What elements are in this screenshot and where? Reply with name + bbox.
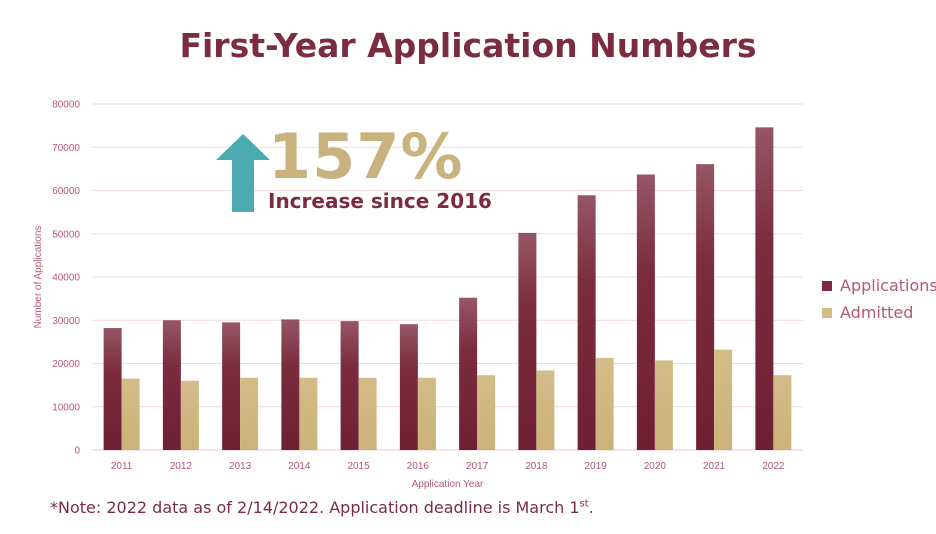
bar-applications-2012: [162, 320, 181, 450]
legend-swatch-applications: [822, 280, 832, 291]
bar-admitted-2013: [240, 377, 259, 450]
x-tick-label: 2018: [525, 461, 548, 472]
bar-applications-2018: [518, 232, 537, 450]
bar-admitted-2012: [180, 380, 199, 450]
bar-admitted-2019: [595, 357, 614, 450]
up-arrow-icon: [216, 134, 270, 212]
footnote-end: .: [588, 498, 594, 517]
bar-admitted-2020: [654, 360, 673, 450]
x-tick-label: 2014: [288, 461, 311, 472]
x-tick-label: 2011: [111, 461, 133, 472]
bar-applications-2015: [340, 321, 359, 450]
x-tick-label: 2013: [229, 461, 252, 472]
bar-applications-2019: [577, 195, 596, 450]
x-tick-label: 2021: [703, 461, 726, 472]
legend: Applications Admitted: [822, 272, 936, 326]
footnote-superscript: st: [579, 498, 589, 510]
x-tick-label: 2012: [170, 461, 193, 472]
x-tick-label: 2017: [466, 461, 489, 472]
bar-applications-2020: [636, 174, 655, 450]
bar-applications-2013: [222, 322, 241, 450]
bar-admitted-2015: [358, 377, 377, 450]
bar-admitted-2018: [536, 370, 555, 450]
bar-applications-2021: [696, 164, 715, 450]
bar-admitted-2011: [121, 378, 140, 450]
footnote: *Note: 2022 data as of 2/14/2022. Applic…: [50, 498, 594, 517]
increase-caption: Increase since 2016: [268, 189, 492, 213]
chart-title: First-Year Application Numbers: [179, 26, 757, 65]
y-axis-label: Number of Applications: [33, 226, 44, 329]
y-tick-label: 30000: [52, 316, 80, 327]
x-tick-label: 2016: [407, 461, 430, 472]
legend-item-admitted: Admitted: [822, 299, 936, 326]
bar-admitted-2022: [773, 375, 792, 450]
y-tick-label: 20000: [52, 359, 80, 370]
x-tick-label: 2019: [585, 461, 608, 472]
y-tick-label: 50000: [52, 229, 80, 240]
bar-applications-2022: [755, 127, 774, 450]
bar-applications-2011: [103, 328, 122, 450]
legend-label-admitted: Admitted: [840, 303, 914, 322]
y-tick-label: 60000: [52, 186, 80, 197]
y-tick-label: 70000: [52, 143, 80, 154]
y-tick-label: 10000: [52, 402, 80, 413]
legend-swatch-admitted: [822, 307, 832, 318]
bar-applications-2016: [399, 324, 418, 450]
increase-percent: 157%: [268, 120, 464, 193]
x-axis-label: Application Year: [412, 479, 484, 490]
bar-applications-2017: [459, 297, 478, 450]
y-tick-label: 80000: [52, 100, 80, 111]
footnote-text: *Note: 2022 data as of 2/14/2022. Applic…: [50, 498, 580, 517]
x-tick-label: 2020: [644, 461, 667, 472]
legend-label-applications: Applications: [840, 276, 936, 295]
y-tick-label: 40000: [52, 273, 80, 284]
y-tick-label: 0: [74, 446, 80, 457]
x-tick-label: 2022: [762, 461, 785, 472]
bar-applications-2014: [281, 319, 300, 450]
bar-admitted-2021: [714, 349, 733, 450]
x-tick-label: 2015: [348, 461, 371, 472]
bar-admitted-2017: [477, 375, 496, 450]
bar-admitted-2016: [417, 377, 436, 450]
legend-item-applications: Applications: [822, 272, 936, 299]
bar-admitted-2014: [299, 377, 318, 450]
